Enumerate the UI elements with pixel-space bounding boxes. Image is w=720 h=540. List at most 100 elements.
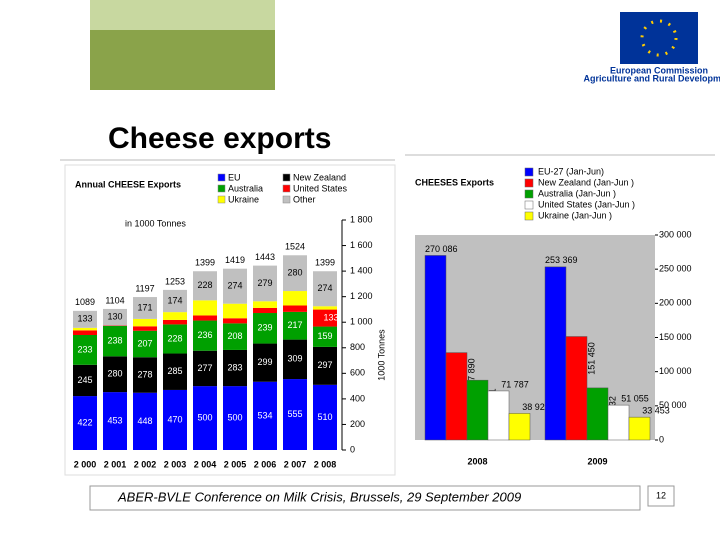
bar-segment [163, 324, 187, 354]
y-tick-label: 50 000 [659, 400, 687, 410]
bar-segment [103, 392, 127, 450]
data-label: 510 [317, 412, 332, 422]
chart-title: Annual CHEESE Exports [75, 179, 181, 189]
bar-segment [193, 300, 217, 316]
total-label: 1197 [135, 283, 154, 293]
x-tick-label: 2 001 [104, 459, 127, 469]
eu-flag [620, 12, 698, 64]
bar-segment [73, 396, 97, 450]
legend-label: EU-27 (Jan-Jun) [538, 166, 604, 176]
y-tick-label: 1 200 [350, 291, 373, 301]
bar-segment [313, 309, 337, 327]
eu-stars [640, 19, 678, 57]
legend-label: New Zealand (Jan-Jun ) [538, 177, 634, 187]
x-tick-label: 2 005 [224, 459, 247, 469]
y-tick-label: 600 [350, 368, 365, 378]
bar-segment [133, 326, 157, 331]
y-tick-label: 250 000 [659, 264, 692, 274]
bar-segment [103, 325, 127, 357]
logo-line: European Commission [610, 65, 708, 75]
data-label: 245 [77, 375, 92, 385]
bar [445, 352, 468, 441]
legend-swatch [282, 195, 291, 204]
data-label: 33 453 [642, 406, 670, 416]
chart-subtitle: in 1000 Tonnes [125, 218, 186, 228]
legend-swatch [524, 178, 534, 188]
data-label: 270 086 [425, 244, 458, 254]
bar-segment [313, 326, 337, 347]
y-tick-label: 100 000 [659, 366, 692, 376]
data-label: 238 [107, 336, 122, 346]
legend-swatch [282, 173, 291, 182]
data-label: 280 [287, 268, 302, 278]
y-tick-label: 150 000 [659, 332, 692, 342]
data-label: 500 [197, 412, 212, 422]
bar [565, 336, 588, 441]
data-label: 208 [227, 331, 242, 341]
data-label: 470 [167, 414, 182, 424]
legend-label: Other [293, 194, 316, 204]
data-label: 285 [167, 366, 182, 376]
bar [544, 266, 567, 441]
y-tick-label: 1 600 [350, 240, 373, 250]
bar-segment [133, 318, 157, 327]
data-label: 151 450 [586, 342, 596, 375]
total-label: 1253 [165, 276, 185, 286]
bar-segment [163, 289, 187, 313]
bar [607, 404, 630, 441]
bar-segment [253, 301, 277, 308]
data-label: 253 369 [545, 255, 578, 265]
bar-segment [253, 307, 277, 314]
legend-label: Australia [228, 183, 263, 193]
bar-segment [223, 318, 247, 324]
total-label: 1419 [225, 255, 245, 265]
bar-segment [313, 384, 337, 450]
bar-segment [253, 265, 277, 302]
legend-label: United States (Jan-Jun ) [538, 199, 635, 209]
x-tick-label: 2 004 [194, 459, 217, 469]
data-label: 171 [137, 302, 152, 312]
y-tick-label: 300 000 [659, 229, 692, 239]
bar-segment [193, 315, 217, 321]
total-label: 1089 [75, 297, 95, 307]
logo-line: Agriculture and Rural Development [583, 73, 720, 83]
bar-segment [313, 271, 337, 307]
legend-swatch [524, 189, 534, 199]
bar-segment [253, 381, 277, 450]
legend-label: EU [228, 172, 241, 182]
bar-segment [223, 386, 247, 450]
data-label: 448 [137, 416, 152, 426]
x-tick-label: 2 003 [164, 459, 187, 469]
data-label: 283 [227, 362, 242, 372]
y-tick-label: 1 800 [350, 214, 373, 224]
data-label: 278 [137, 369, 152, 379]
bar [466, 379, 489, 441]
data-label: 159 [317, 331, 332, 341]
bar-segment [283, 379, 307, 450]
legend-swatch [282, 184, 291, 193]
bar-segment [193, 386, 217, 450]
bar-segment [73, 327, 97, 331]
bar-segment [283, 305, 307, 312]
y-tick-label: 1 400 [350, 265, 373, 275]
bar [628, 416, 651, 441]
x-tick-label: 2 008 [314, 459, 337, 469]
y-tick-label: 800 [350, 342, 365, 352]
total-label: 1524 [285, 242, 305, 252]
data-label: 38 924 [522, 402, 550, 412]
y-tick-label: 400 [350, 393, 365, 403]
bar-segment [73, 364, 97, 397]
y-axis-title: 1000 Tonnes [376, 329, 386, 381]
bar-segment [283, 255, 307, 292]
bar [508, 413, 531, 441]
legend-swatch [217, 173, 226, 182]
data-label: 453 [107, 415, 122, 425]
data-label: 71 787 [501, 379, 529, 389]
data-label: 174 [167, 295, 182, 305]
legend-swatch [217, 184, 226, 193]
data-label: 309 [287, 354, 302, 364]
chart-title: CHEESES Exports [415, 177, 494, 187]
bar [424, 255, 447, 441]
